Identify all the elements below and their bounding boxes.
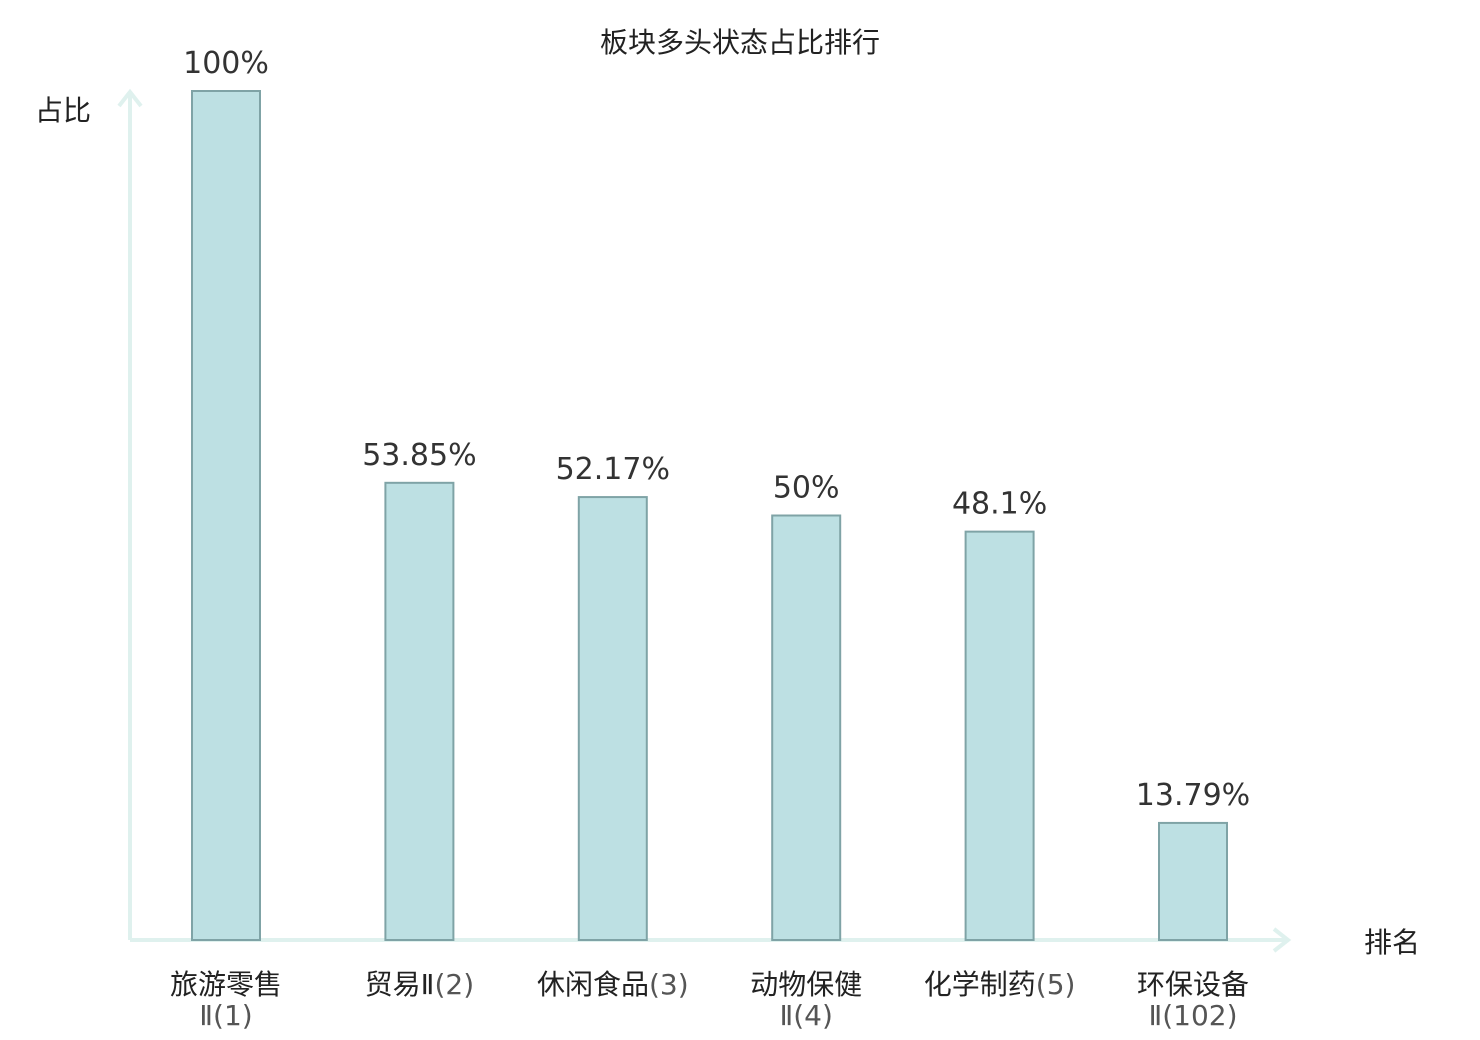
category-label-main: 休闲食品 <box>537 968 649 1001</box>
category-label-5: 化学制药(5) <box>924 968 1076 1001</box>
category-label-rank: (2) <box>434 968 474 1001</box>
bar-5 <box>964 530 1035 941</box>
category-label-1: 旅游零售 <box>170 968 282 1001</box>
bar-value-label-5: 48.1% <box>952 487 1047 522</box>
category-label-2: 贸易Ⅱ(2) <box>365 968 474 1001</box>
bar-value-label-3: 52.17% <box>556 452 670 487</box>
bar-6 <box>1158 821 1228 942</box>
bar-value-label-1: 100% <box>183 46 269 81</box>
chart-title: 板块多头状态占比排行 <box>600 26 880 59</box>
y-axis-label: 占比 <box>35 94 91 127</box>
category-rank-6: Ⅱ(102) <box>1148 999 1237 1032</box>
category-label-6: 环保设备 <box>1137 968 1249 1001</box>
x-axis-arrow <box>1272 927 1292 953</box>
category-label-4: 动物保健 <box>750 968 862 1001</box>
category-label-main: 贸易Ⅱ <box>365 968 435 1001</box>
bar-1 <box>191 90 261 941</box>
category-label-main: 化学制药 <box>924 968 1036 1001</box>
category-label-rank: (3) <box>649 968 689 1001</box>
bar-value-label-2: 53.85% <box>362 438 476 473</box>
category-label-3: 休闲食品(3) <box>537 968 689 1001</box>
category-label-rank: (5) <box>1036 968 1076 1001</box>
x-axis-label: 排名 <box>1364 926 1420 959</box>
bar-3 <box>577 496 648 941</box>
bar-value-label-6: 13.79% <box>1136 778 1250 813</box>
bar-2 <box>384 481 455 941</box>
y-axis-arrow <box>117 88 143 108</box>
bar-value-label-4: 50% <box>773 471 840 506</box>
category-rank-4: Ⅱ(4) <box>779 999 832 1032</box>
bar-4 <box>771 514 842 941</box>
category-rank-1: Ⅱ(1) <box>199 999 252 1032</box>
